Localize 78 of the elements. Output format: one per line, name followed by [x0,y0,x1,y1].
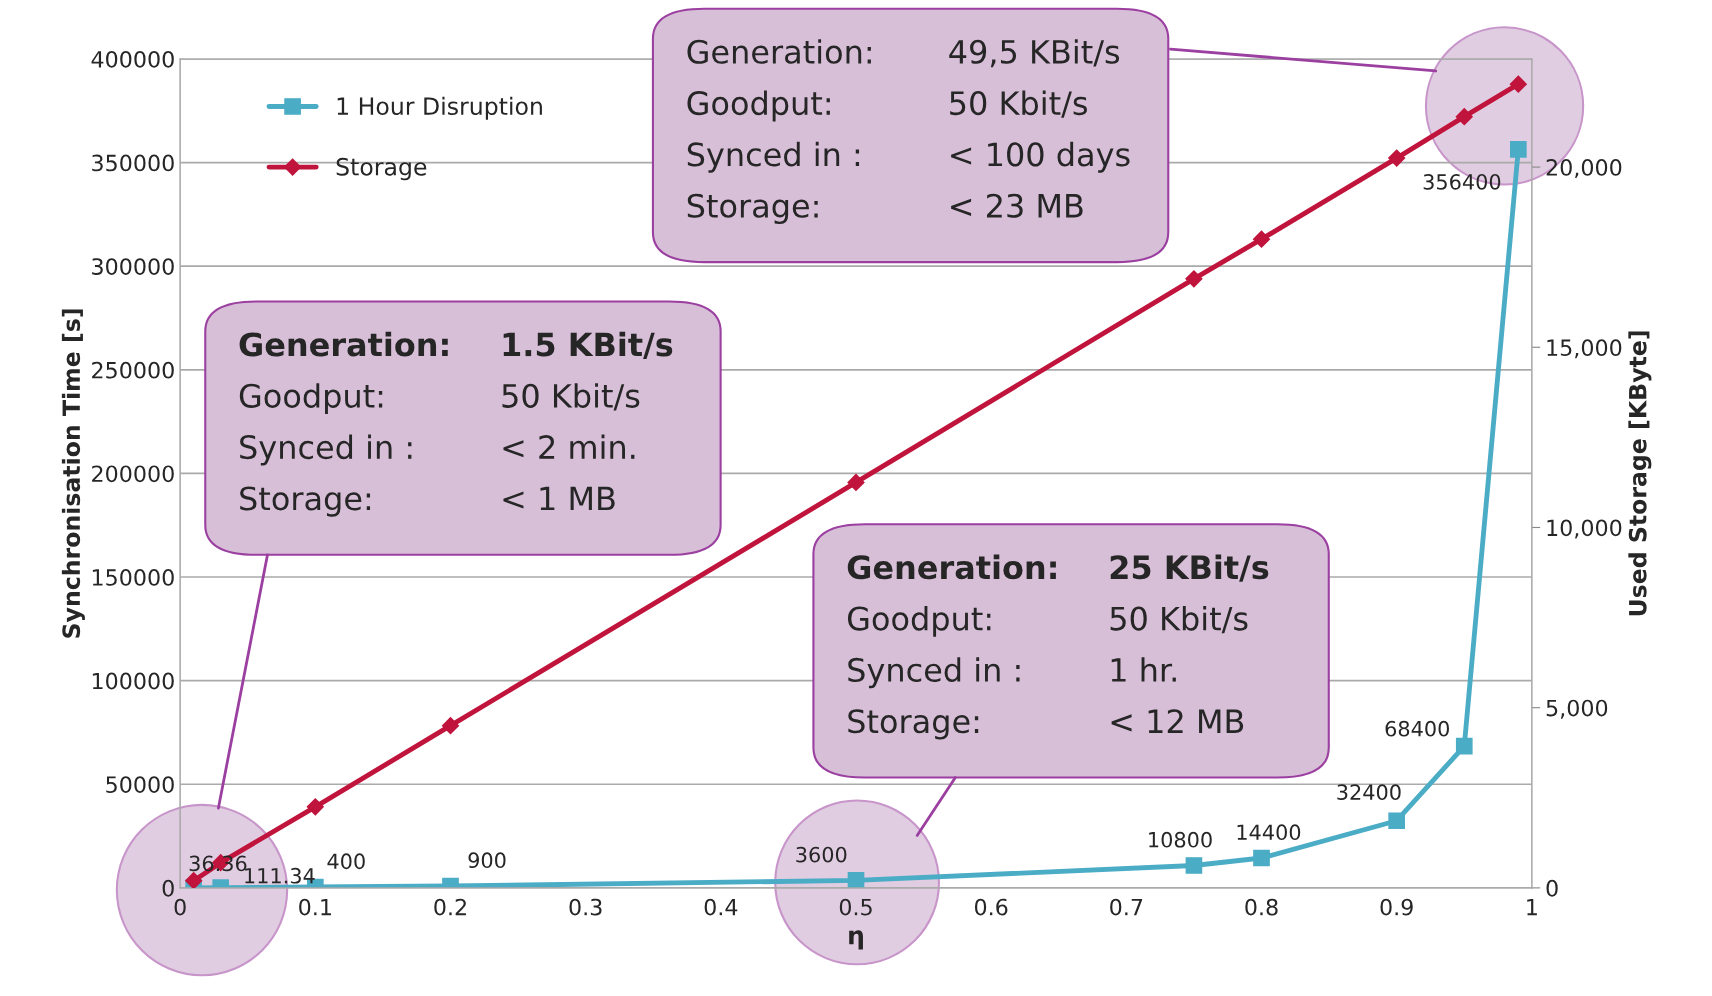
y-tick-label: 400000 [91,50,174,68]
point [1455,737,1473,755]
annotation: < 2 min. [503,434,635,459]
y2-tick-label: 15,000 [1547,339,1622,359]
annotation: 50 Kbit/s [502,383,640,411]
point [306,798,324,816]
x-tick-label: 0.8 [1245,898,1278,916]
point [1455,108,1473,126]
point [1252,230,1271,248]
data-label: 3600 [796,846,847,863]
annotation: 50 Kbit/s [1110,605,1248,634]
y2-axis-title: Used Storage [KByte] [1628,331,1652,616]
annotation: 49,5 KBit/s [949,39,1120,68]
y2-tick-label: 5,000 [1546,699,1608,719]
x-tick-label: 1 [1527,898,1537,916]
y-tick-label: 200000 [92,465,174,483]
x-tick-label: 0.4 [704,898,738,916]
y-tick-label: 300000 [92,258,174,275]
x-tick-label: 0.2 [434,898,466,916]
data-label: 32400 [1337,784,1401,801]
x-axis-title: η [849,930,863,950]
data-label: 10800 [1149,831,1212,848]
annotation: Storage: [240,486,371,517]
annotation: < 100 days [951,141,1130,173]
annotation: Synced in : [848,657,1020,689]
x-tick-label: 0.3 [569,898,602,916]
data-label: 68400 [1385,720,1449,737]
x-tick-label: 0 [174,898,186,916]
point [1253,849,1270,867]
point [1388,149,1406,167]
annotation: 50 Kbit/s [950,90,1087,118]
y-tick-label: 350000 [92,154,174,172]
y2-tick-label: 10,000 [1547,519,1622,539]
point [1509,140,1527,158]
data-label: 356400 [1423,173,1501,190]
annotation: < 23 MB [951,193,1083,218]
point [1388,812,1406,830]
x-tick-label: 0.7 [1110,898,1143,916]
x-tick-label: 0.5 [839,898,872,916]
annotation: Goodput: [239,383,383,415]
point [1185,857,1203,874]
data-label: 14400 [1237,824,1301,841]
annotation: Goodput: [687,90,830,122]
annotation: 1.5 KBit/s [503,331,673,360]
annotation: Storage: [848,709,979,740]
point [441,717,460,735]
point [847,872,865,888]
y-axis-title: Synchronisation Time [s] [61,309,85,638]
y-tick-label: 250000 [92,361,174,379]
legend-label: 1 Hour Disruption [337,96,542,120]
data-label: 400 [327,853,365,870]
legend-label: Storage [336,157,427,181]
y2-tick-label: 20,000 [1546,159,1622,179]
y2-tick-label: 0 [1546,879,1558,897]
annotation: Synced in : [240,434,412,466]
annotation: Storage: [687,193,818,225]
annotation: Goodput: [847,605,991,637]
y-tick-label: 150000 [92,568,174,586]
annotation: 1 hr. [1111,657,1176,682]
annotation: < 12 MB [1111,709,1244,733]
annotation: Generation: [847,554,1056,580]
point [847,473,865,491]
y-tick-label: 0 [162,879,174,897]
x-tick-label: 0.1 [299,898,331,916]
y-tick-label: 100000 [92,672,174,690]
annotation: 25 KBit/s [1110,554,1269,582]
annotation: < 1 MB [503,486,615,511]
annotation: Synced in : [687,141,860,173]
point [185,872,203,888]
point [1185,270,1203,288]
data-label: 900 [468,852,506,869]
y-tick-label: 50000 [106,776,174,794]
x-tick-label: 0.9 [1380,898,1413,916]
point [1509,75,1527,93]
data-label: 111.34 [245,867,315,884]
x-tick-label: 0.6 [974,898,1008,916]
annotation: Generation: [687,39,871,64]
annotation: Generation: [239,331,448,357]
